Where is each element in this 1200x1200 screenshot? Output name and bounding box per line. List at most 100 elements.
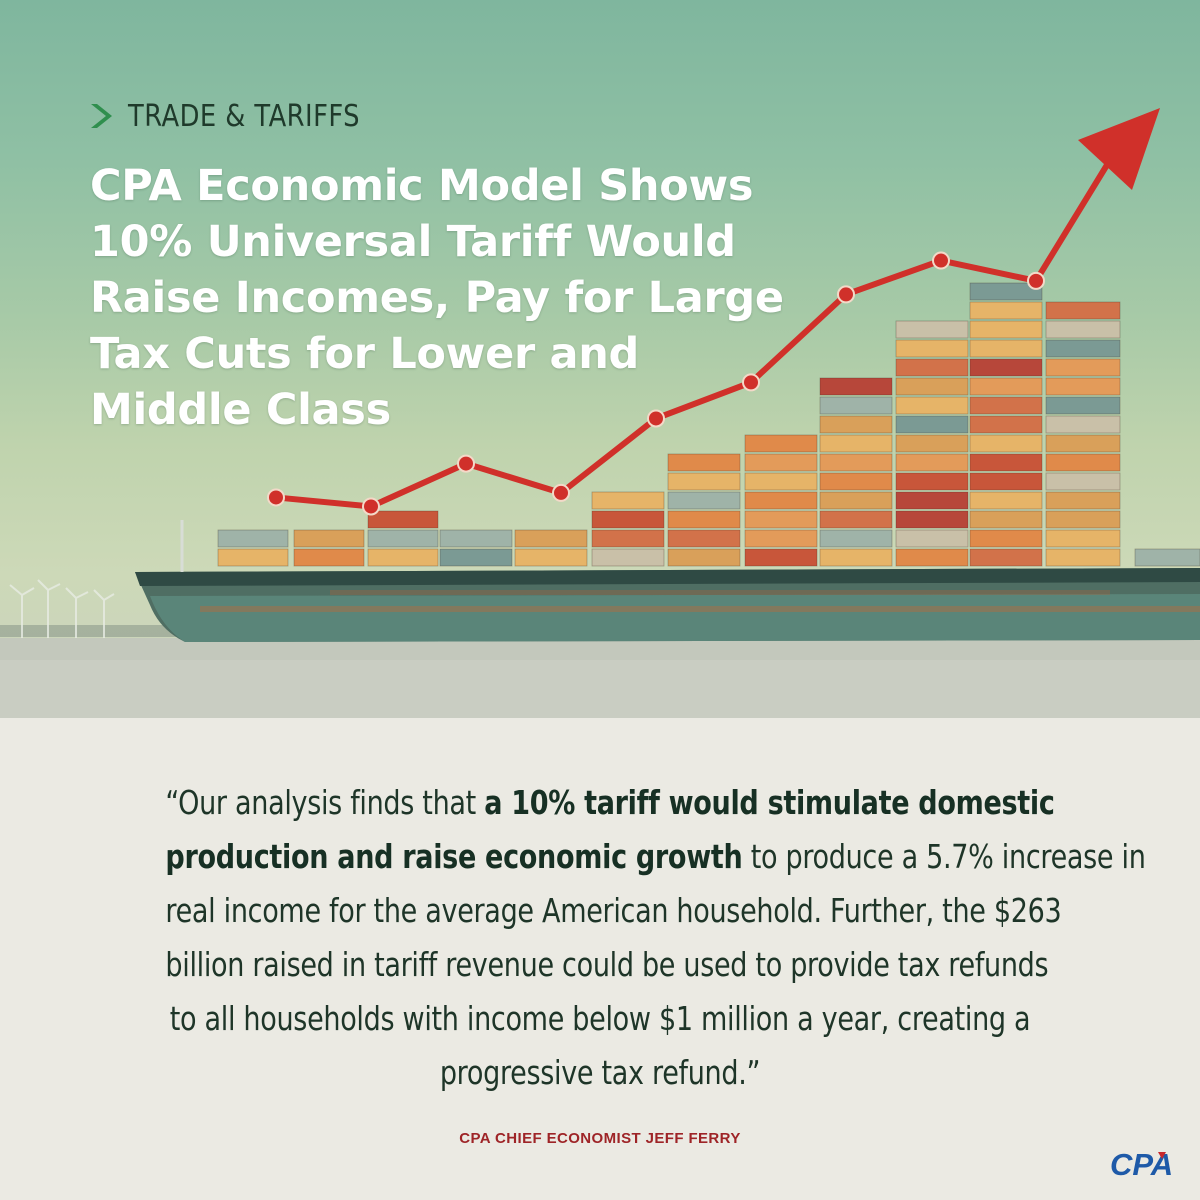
shipping-container: [217, 548, 289, 567]
shipping-container: [819, 396, 893, 415]
shipping-container: [819, 491, 893, 510]
shipping-container: [819, 434, 893, 453]
quote-text: “Our analysis finds that: [165, 783, 485, 822]
shipping-container: [1045, 320, 1121, 339]
headline: CPA Economic Model Shows 10% Universal T…: [90, 158, 810, 438]
shipping-container: [1134, 548, 1200, 567]
shipping-container: [895, 339, 969, 358]
cpa-logo-icon: CPA: [1110, 1147, 1173, 1180]
shipping-container: [744, 510, 818, 529]
shipping-container: [1045, 453, 1121, 472]
shipping-container: [514, 529, 588, 548]
shipping-container: [969, 491, 1043, 510]
shipping-container: [667, 453, 741, 472]
shipping-container: [591, 491, 665, 510]
container-ship-illustration: [0, 108, 1200, 718]
shipping-container: [439, 529, 513, 548]
shipping-container: [969, 358, 1043, 377]
hero-image: TRADE & TARIFFS CPA Economic Model Shows…: [0, 0, 1200, 718]
shipping-container: [367, 510, 439, 529]
shipping-container: [1045, 491, 1121, 510]
shipping-container: [1045, 301, 1121, 320]
quote-line: to all households with income below $1 m…: [169, 999, 1031, 1038]
trend-point: [457, 454, 475, 473]
shipping-container: [1045, 358, 1121, 377]
trend-point: [1027, 271, 1045, 290]
shipping-container: [969, 339, 1043, 358]
shipping-container: [969, 301, 1043, 320]
shipping-container: [895, 377, 969, 396]
shipping-container: [1045, 396, 1121, 415]
shipping-container: [439, 548, 513, 567]
shipping-container: [293, 529, 365, 548]
headline-line: Tax Cuts for Lower and: [90, 329, 640, 379]
shipping-container: [367, 529, 439, 548]
shipping-container: [1045, 548, 1121, 567]
shipping-container: [744, 472, 818, 491]
shipping-container: [744, 491, 818, 510]
quote-highlight: production and raise economic growth: [165, 837, 743, 876]
shipping-container: [1045, 415, 1121, 434]
shipping-container: [819, 453, 893, 472]
shipping-container: [744, 548, 818, 567]
shipping-container: [895, 548, 969, 567]
shipping-container: [969, 472, 1043, 491]
trend-point: [647, 409, 665, 428]
shipping-container: [969, 434, 1043, 453]
shipping-container: [1045, 472, 1121, 491]
quote-line: production and raise economic growth to …: [165, 830, 1145, 884]
shipping-container: [819, 510, 893, 529]
headline-line: CPA Economic Model Shows: [90, 161, 754, 211]
trend-point: [362, 497, 380, 516]
trend-point: [837, 285, 855, 304]
trend-point: [267, 488, 285, 507]
shipping-container: [969, 453, 1043, 472]
shipping-container: [819, 472, 893, 491]
shipping-container: [514, 548, 588, 567]
trend-line: [275, 158, 1113, 510]
shipping-container: [969, 396, 1043, 415]
shipping-container: [895, 453, 969, 472]
quote-text: to produce a 5.7% increase in: [742, 837, 1146, 876]
shipping-container: [217, 529, 289, 548]
shipping-container: [969, 415, 1043, 434]
shipping-container: [895, 320, 969, 339]
shipping-container: [667, 491, 741, 510]
shipping-container: [293, 548, 365, 567]
shipping-container: [895, 358, 969, 377]
shipping-container: [969, 377, 1043, 396]
shipping-container: [1045, 529, 1121, 548]
cpa-logo-text: CPA: [1110, 1147, 1173, 1180]
trend-point: [932, 251, 950, 270]
headline-line: Raise Incomes, Pay for Large: [90, 273, 784, 323]
chevron-right-icon: [91, 104, 112, 128]
shipping-container: [667, 510, 741, 529]
trend-point: [742, 373, 760, 392]
shipping-container: [819, 415, 893, 434]
shipping-container: [667, 529, 741, 548]
container-stacks: [217, 282, 1200, 567]
quote-line: “Our analysis finds that a 10% tariff wo…: [165, 776, 1054, 830]
shipping-container: [744, 453, 818, 472]
shipping-container: [591, 510, 665, 529]
shipping-container: [895, 396, 969, 415]
shipping-container: [744, 529, 818, 548]
quote-attribution: CPA CHIEF ECONOMIST JEFF FERRY: [459, 1130, 741, 1147]
shipping-container: [819, 548, 893, 567]
quote-panel: [0, 718, 1200, 1200]
shipping-container: [969, 529, 1043, 548]
rising-trend-chart: [267, 108, 1160, 516]
shipping-container: [1045, 377, 1121, 396]
shipping-container: [1045, 434, 1121, 453]
headline-line: 10% Universal Tariff Would: [90, 217, 736, 267]
trend-arrowhead: [1078, 108, 1160, 190]
shipping-container: [591, 548, 665, 567]
shipping-container: [895, 472, 969, 491]
shipping-container: [819, 377, 893, 396]
shipping-container: [969, 282, 1043, 301]
shipping-container: [744, 434, 818, 453]
shipping-container: [667, 548, 741, 567]
shipping-container: [969, 320, 1043, 339]
quote-line: progressive tax refund.”: [439, 1053, 761, 1092]
shipping-container: [895, 434, 969, 453]
